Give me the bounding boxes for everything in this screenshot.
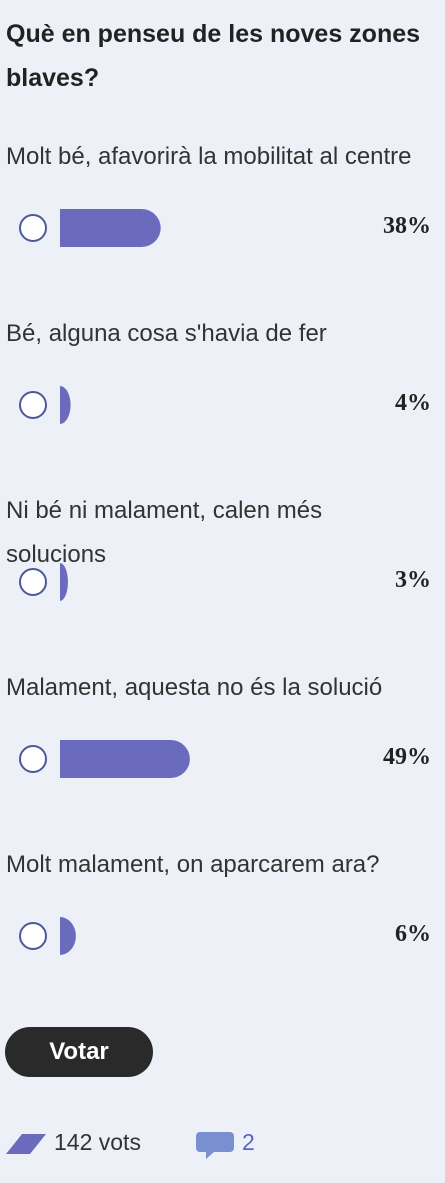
option-label: Malament, aquesta no és la solució: [6, 674, 383, 701]
radio-button[interactable]: [19, 214, 47, 242]
option-row: [19, 917, 76, 955]
option-row: [19, 563, 68, 601]
result-bar: [60, 209, 161, 247]
result-bar: [60, 386, 71, 424]
comments-count[interactable]: 2: [242, 1129, 255, 1155]
comments-icon[interactable]: [196, 1132, 234, 1159]
votes-icon: [6, 1134, 46, 1154]
result-bar: [60, 563, 68, 601]
option-percent: 3%: [395, 567, 431, 593]
option-row: [19, 209, 161, 247]
option-row: [19, 740, 190, 778]
option-percent: 4%: [395, 390, 431, 416]
radio-button[interactable]: [19, 391, 47, 419]
result-bar: [60, 917, 76, 955]
option-label: Molt malament, on aparcarem ara?: [6, 851, 380, 878]
option-percent: 6%: [395, 921, 431, 947]
footer: 142 vots 2: [6, 1129, 255, 1159]
option-label: Ni bé ni malament, calen més solucions: [6, 497, 323, 568]
radio-button[interactable]: [19, 745, 47, 773]
vote-button[interactable]: Votar: [5, 1027, 153, 1077]
option-percent: 38%: [383, 213, 431, 239]
result-bar: [60, 740, 190, 778]
option-label: Bé, alguna cosa s'havia de fer: [6, 320, 327, 347]
poll-title: Què en penseu de les noves zones blaves?: [6, 20, 421, 92]
radio-button[interactable]: [19, 568, 47, 596]
option-label: Molt bé, afavorirà la mobilitat al centr…: [6, 143, 412, 170]
option-row: [19, 386, 71, 424]
radio-button[interactable]: [19, 922, 47, 950]
votes-count: 142 vots: [54, 1129, 141, 1155]
option-percent: 49%: [383, 744, 431, 770]
